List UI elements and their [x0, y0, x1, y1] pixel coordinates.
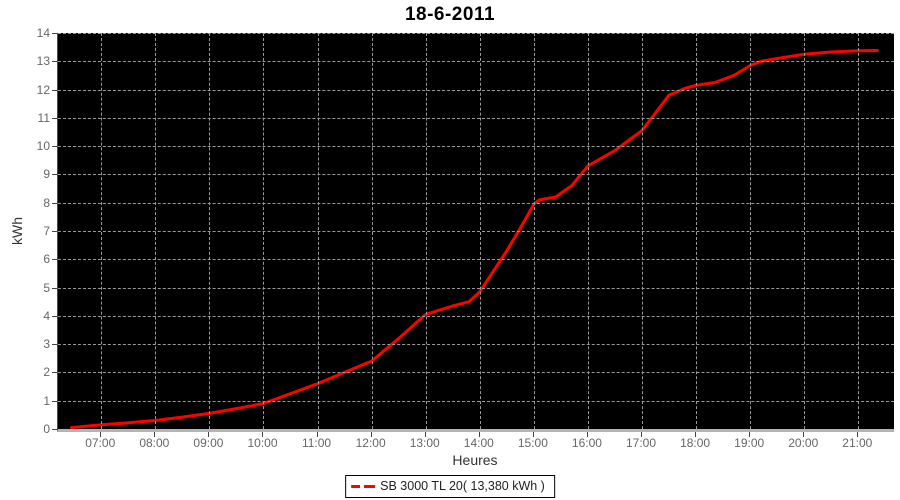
- x-tick-mark: [695, 432, 697, 437]
- x-tick-label: 08:00: [139, 436, 170, 450]
- y-tick-mark: [52, 146, 57, 148]
- x-tick-label: 09:00: [193, 436, 224, 450]
- y-tick-mark: [52, 429, 57, 430]
- x-tick-label: 21:00: [842, 436, 873, 450]
- y-tick-mark: [52, 372, 57, 374]
- y-tick-label: 5: [43, 280, 50, 295]
- horizontal-gridline: [58, 117, 894, 119]
- x-tick-label: 12:00: [355, 436, 386, 450]
- y-tick-label: 14: [36, 26, 50, 40]
- y-tick-label: 6: [43, 252, 50, 267]
- x-tick-label: 07:00: [85, 436, 116, 450]
- y-tick-label: 11: [37, 110, 50, 125]
- y-tick-mark: [52, 117, 57, 119]
- y-tick-mark: [52, 202, 57, 204]
- x-tick-label: 15:00: [517, 436, 548, 450]
- y-tick-label: 7: [43, 224, 50, 238]
- x-tick-mark: [532, 432, 534, 437]
- plot-area: [57, 33, 894, 432]
- y-tick-label: 9: [43, 167, 50, 182]
- x-tick-label: 17:00: [625, 436, 657, 450]
- chart-title: 18-6-2011: [404, 4, 496, 25]
- x-tick-label: 13:00: [409, 436, 440, 450]
- production-curve-line: [70, 49, 879, 429]
- horizontal-gridline: [58, 33, 894, 34]
- x-tick-mark: [803, 432, 805, 437]
- x-tick-mark: [641, 432, 642, 437]
- x-tick-label: 20:00: [788, 436, 819, 450]
- legend: SB 3000 TL 20( 13,380 kWh ): [345, 475, 555, 498]
- x-tick-mark: [424, 432, 426, 437]
- y-tick-label: 2: [43, 365, 50, 380]
- x-tick-label: 10:00: [247, 436, 278, 450]
- x-tick-label: 14:00: [463, 436, 494, 450]
- y-tick-label: 12: [36, 82, 50, 97]
- x-tick-mark: [262, 432, 264, 437]
- x-tick-mark: [316, 432, 318, 437]
- horizontal-gridline: [58, 89, 894, 91]
- y-tick-mark: [52, 259, 57, 261]
- y-tick-mark: [52, 315, 57, 317]
- horizontal-gridline: [58, 315, 894, 317]
- x-tick-mark: [586, 432, 588, 437]
- x-tick-mark: [857, 432, 859, 437]
- x-tick-mark: [478, 432, 480, 437]
- y-tick-mark: [52, 400, 57, 402]
- y-tick-label: 1: [43, 393, 50, 408]
- y-tick-label: 4: [43, 308, 50, 323]
- y-tick-label: 0: [43, 422, 50, 436]
- y-tick-mark: [52, 61, 57, 63]
- x-tick-label: 11:00: [301, 436, 332, 450]
- legend-line-marker: [351, 484, 376, 488]
- y-tick-mark: [52, 344, 57, 346]
- x-tick-mark: [100, 432, 102, 437]
- y-tick-mark: [52, 287, 57, 289]
- horizontal-gridline: [58, 400, 894, 402]
- horizontal-gridline: [58, 174, 894, 176]
- y-tick-label: 10: [36, 139, 50, 154]
- x-tick-label: 19:00: [734, 436, 765, 450]
- horizontal-gridline: [58, 344, 894, 346]
- x-tick-mark: [370, 432, 372, 437]
- y-tick-mark: [52, 33, 57, 34]
- horizontal-gridline: [58, 259, 894, 261]
- x-axis-title: Heures: [452, 452, 498, 468]
- horizontal-gridline: [58, 146, 894, 148]
- horizontal-gridline: [58, 231, 894, 232]
- horizontal-gridline: [58, 372, 894, 374]
- y-tick-mark: [52, 231, 57, 232]
- legend-label: SB 3000 TL 20( 13,380 kWh ): [380, 479, 545, 493]
- y-tick-mark: [52, 89, 57, 91]
- horizontal-gridline: [58, 61, 894, 63]
- y-tick-mark: [52, 174, 57, 176]
- x-tick-label: 16:00: [571, 436, 602, 450]
- y-tick-label: 8: [43, 195, 50, 210]
- x-tick-label: 18:00: [680, 436, 711, 450]
- y-tick-label: 3: [43, 337, 50, 352]
- y-axis-title: kWh: [9, 217, 25, 245]
- x-tick-mark: [154, 432, 156, 437]
- x-tick-mark: [208, 432, 210, 437]
- horizontal-gridline: [58, 287, 894, 289]
- x-tick-mark: [749, 432, 751, 437]
- y-tick-label: 13: [36, 54, 50, 69]
- horizontal-gridline: [58, 202, 894, 204]
